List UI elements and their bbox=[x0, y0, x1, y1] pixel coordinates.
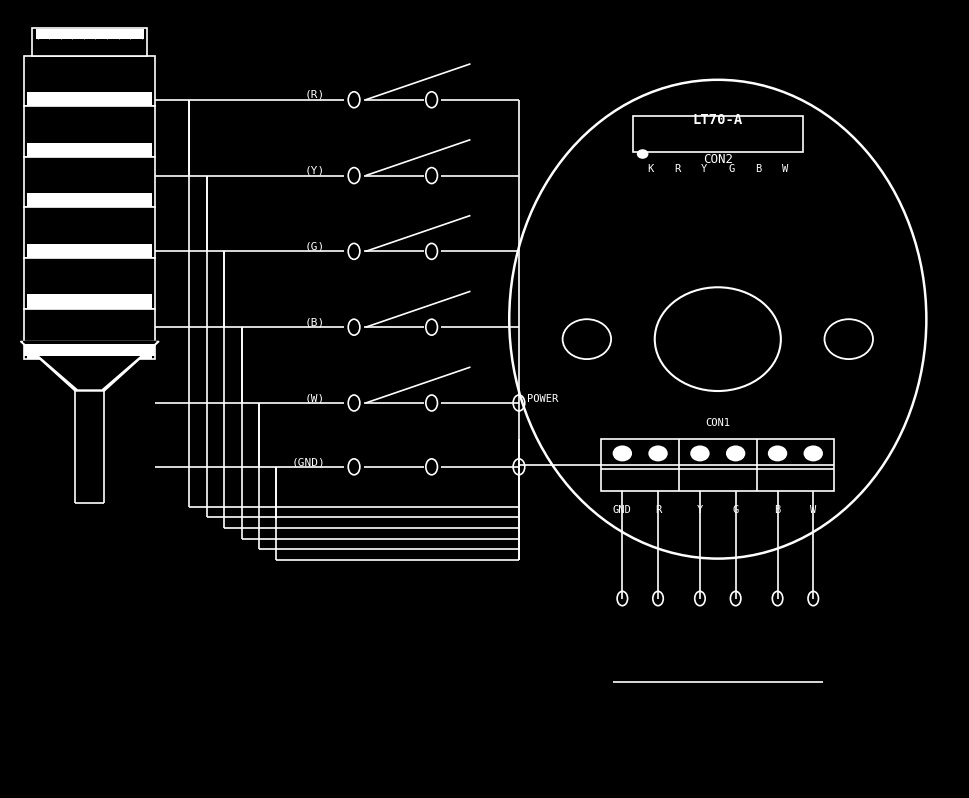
Text: POWER: POWER bbox=[526, 394, 557, 404]
Bar bbox=[27, 244, 152, 258]
Text: K: K bbox=[646, 164, 653, 174]
Text: (R): (R) bbox=[304, 90, 325, 100]
Text: (G): (G) bbox=[304, 242, 325, 251]
Circle shape bbox=[725, 445, 744, 461]
Bar bbox=[24, 157, 155, 207]
Text: Y: Y bbox=[701, 164, 706, 174]
Bar bbox=[601, 439, 833, 491]
Text: R: R bbox=[654, 505, 661, 516]
Bar bbox=[27, 345, 152, 359]
Text: CON1: CON1 bbox=[704, 418, 730, 428]
Bar bbox=[32, 28, 147, 56]
Text: B: B bbox=[773, 505, 780, 516]
Text: (B): (B) bbox=[304, 318, 325, 327]
Text: LT70-A: LT70-A bbox=[692, 113, 742, 127]
Bar bbox=[24, 344, 155, 356]
Text: R: R bbox=[673, 164, 680, 174]
Bar bbox=[24, 309, 155, 359]
Bar bbox=[27, 193, 152, 207]
Bar bbox=[36, 30, 143, 39]
Bar bbox=[632, 116, 801, 152]
Polygon shape bbox=[20, 342, 159, 391]
Text: GND: GND bbox=[612, 505, 631, 516]
Text: (Y): (Y) bbox=[304, 166, 325, 176]
Bar bbox=[27, 143, 152, 157]
Text: (W): (W) bbox=[304, 393, 325, 403]
Text: G: G bbox=[732, 505, 738, 516]
Polygon shape bbox=[23, 342, 156, 389]
Circle shape bbox=[802, 445, 822, 461]
Bar bbox=[27, 294, 152, 309]
Text: G: G bbox=[728, 164, 734, 174]
Bar bbox=[24, 207, 155, 258]
Text: W: W bbox=[809, 505, 816, 516]
Bar bbox=[24, 56, 155, 106]
Bar bbox=[27, 93, 152, 106]
Bar bbox=[24, 106, 155, 157]
Bar bbox=[24, 258, 155, 309]
Circle shape bbox=[636, 149, 647, 159]
Circle shape bbox=[690, 445, 709, 461]
Text: Y: Y bbox=[696, 505, 703, 516]
Circle shape bbox=[612, 445, 632, 461]
Text: W: W bbox=[781, 164, 788, 174]
Text: CON2: CON2 bbox=[703, 153, 732, 166]
Circle shape bbox=[647, 445, 667, 461]
Text: (GND): (GND) bbox=[291, 457, 325, 467]
Circle shape bbox=[767, 445, 787, 461]
Text: B: B bbox=[754, 164, 761, 174]
